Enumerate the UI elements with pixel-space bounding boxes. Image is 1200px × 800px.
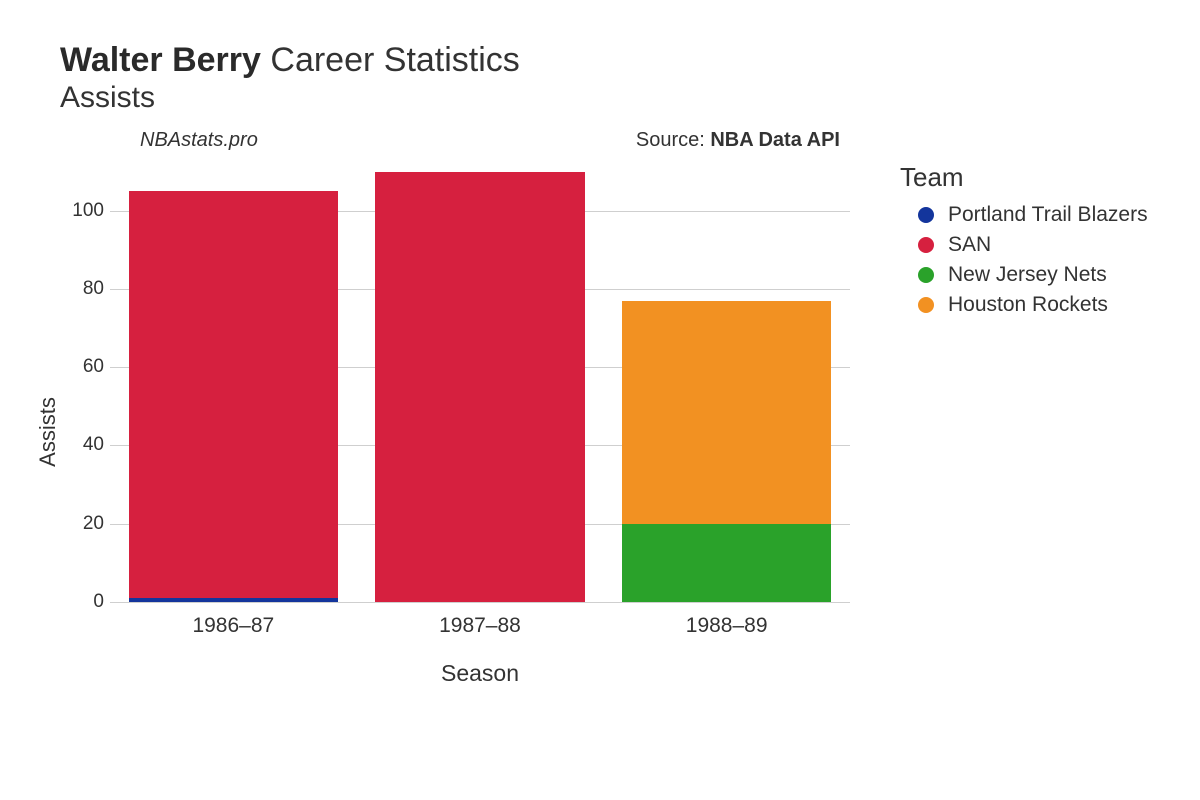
legend-label: SAN — [948, 233, 991, 257]
y-tick-label: 20 — [70, 513, 104, 535]
bar-segment — [622, 524, 832, 602]
y-tick-label: 40 — [70, 434, 104, 456]
title-player: Walter Berry — [60, 41, 261, 79]
title-line-1: Walter Berry Career Statistics — [60, 40, 1170, 81]
legend-items: Portland Trail Blazers SAN New Jersey Nets… — [900, 203, 1148, 317]
x-tick-label: 1986–87 — [110, 614, 357, 638]
chart-container: Walter Berry Career Statistics Assists N… — [0, 0, 1200, 800]
x-axis-title: Season — [110, 660, 850, 687]
title-subtitle: Assists — [60, 81, 1170, 115]
y-axis-title: Assists — [35, 397, 61, 467]
title-block: Walter Berry Career Statistics Assists — [60, 40, 1170, 115]
bar-segment — [622, 301, 832, 524]
legend-item: SAN — [900, 233, 1148, 257]
legend-item: New Jersey Nets — [900, 263, 1148, 287]
x-tick-labels: 1986–871987–881988–89 — [110, 614, 850, 644]
y-tick-label: 60 — [70, 356, 104, 378]
legend-item: Portland Trail Blazers — [900, 203, 1148, 227]
bar-segment — [129, 191, 339, 598]
plot-area — [110, 172, 850, 602]
legend-swatch-icon — [918, 207, 934, 223]
legend: Team Portland Trail Blazers SAN New Jersey… — [900, 162, 1148, 323]
legend-swatch-icon — [918, 237, 934, 253]
annotation-source-prefix: Source: — [636, 129, 710, 151]
legend-label: Houston Rockets — [948, 293, 1108, 317]
legend-title: Team — [900, 162, 1148, 193]
annotation-source: Source: NBA Data API — [636, 129, 840, 152]
annotation-site: NBAstats.pro — [140, 129, 258, 152]
legend-swatch-icon — [918, 297, 934, 313]
gridline — [110, 602, 850, 603]
annotation-row: NBAstats.pro Source: NBA Data API — [100, 129, 840, 152]
legend-label: New Jersey Nets — [948, 263, 1107, 287]
bar-segment — [129, 598, 339, 602]
legend-item: Houston Rockets — [900, 293, 1148, 317]
chart-row: Assists 0 20 40 60 80 100 1986–871987–881988–… — [30, 162, 1170, 702]
y-tick-label: 100 — [70, 200, 104, 222]
y-tick-label: 0 — [70, 591, 104, 613]
title-rest: Career Statistics — [270, 41, 519, 79]
bar-segment — [375, 172, 585, 602]
legend-label: Portland Trail Blazers — [948, 203, 1148, 227]
legend-swatch-icon — [918, 267, 934, 283]
x-tick-label: 1988–89 — [603, 614, 850, 638]
x-tick-label: 1987–88 — [357, 614, 604, 638]
y-tick-label: 80 — [70, 278, 104, 300]
chart-box: Assists 0 20 40 60 80 100 1986–871987–881988–… — [30, 162, 880, 702]
annotation-source-name: NBA Data API — [710, 129, 840, 151]
